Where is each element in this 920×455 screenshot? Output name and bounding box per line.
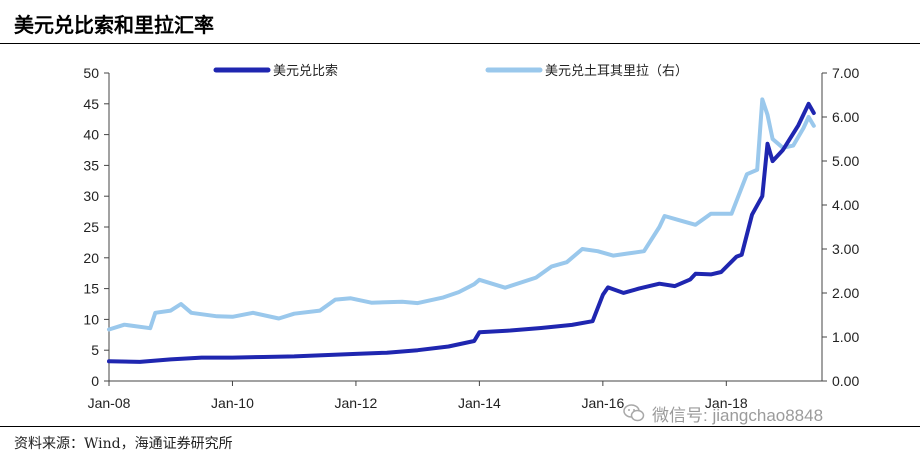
watermark-text: 微信号: jiangchao8848 [652, 405, 824, 425]
chart-title: 美元兑比索和里拉汇率 [14, 13, 214, 37]
y-right-tick-label: 1.00 [832, 329, 859, 345]
x-tick-label: Jan-16 [581, 395, 624, 411]
y-left-tick-label: 10 [83, 311, 99, 327]
y-left-tick-label: 50 [83, 65, 99, 81]
y-left-tick-label: 35 [83, 157, 99, 173]
line-chart: 0 5 10 15 20 25 30 35 40 45 50 0.00 1.00 2.00 3.00 4.00… [83, 64, 859, 411]
lira-series-line [107, 97, 816, 332]
y-left-tick-label: 15 [83, 281, 99, 297]
y-left-tick-label: 0 [91, 373, 99, 389]
watermark: 微信号: jiangchao8848 [622, 400, 823, 426]
y-right-tick-label: 6.00 [832, 109, 859, 125]
x-tick-label: Jan-08 [88, 395, 131, 411]
bottom-rule [0, 426, 920, 427]
y-right-tick-label: 0.00 [832, 373, 859, 389]
x-tick-label: Jan-18 [705, 395, 748, 411]
x-tick-label: Jan-14 [458, 395, 501, 411]
y-right-tick-label: 5.00 [832, 153, 859, 169]
wechat-icon [623, 404, 645, 422]
y-right-tick-label: 2.00 [832, 285, 859, 301]
y-left-tick-label: 45 [83, 96, 99, 112]
y-right-tick-label: 7.00 [832, 65, 859, 81]
peso-series-line [107, 101, 816, 364]
y-right-tick-label: 4.00 [832, 197, 859, 213]
y-left-tick-label: 20 [83, 250, 99, 266]
legend-label-lira: 美元兑土耳其里拉（右） [545, 64, 688, 79]
x-tick-label: Jan-12 [335, 395, 378, 411]
y-left-tick-label: 5 [91, 342, 99, 358]
y-left-tick-label: 25 [83, 219, 99, 235]
top-rule [0, 43, 920, 44]
y-left-tick-label: 40 [83, 127, 99, 143]
y-left-tick-label: 30 [83, 188, 99, 204]
source-note: 资料来源：Wind，海通证券研究所 [14, 436, 233, 452]
x-tick-label: Jan-10 [211, 395, 254, 411]
legend-label-peso: 美元兑比索 [273, 64, 338, 79]
y-right-tick-label: 3.00 [832, 241, 859, 257]
